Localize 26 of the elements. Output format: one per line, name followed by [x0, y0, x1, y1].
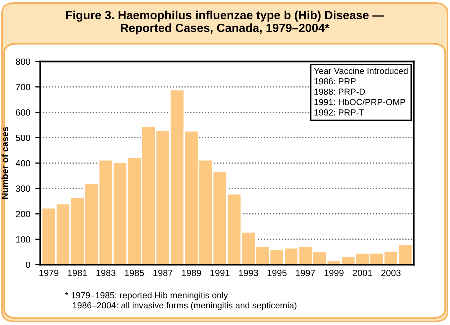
x-tick-label: 1989 [182, 270, 202, 276]
text: * 1979–1985: reported Hib meningitis only 1986–2004: all invasive forms (meningitis and septicemia) [65, 292, 297, 310]
x-tick-label: 1993 [239, 270, 258, 276]
y-tick-label: 800 [16, 58, 30, 66]
x-tick-label: 2003 [382, 270, 401, 276]
y-tick-label: 0 [26, 262, 30, 268]
x-tick-label: 1999 [324, 270, 344, 276]
x-tick-label: 1987 [154, 270, 173, 276]
x-tick-label: 1981 [68, 270, 88, 276]
x-tick-label: 1979 [40, 270, 59, 276]
x-tick-label: 1983 [96, 270, 116, 276]
y-tick-label: 100 [16, 236, 30, 243]
x-tick-label: 1985 [125, 270, 144, 276]
annotation: Year Vaccine Introduced 1986: PRP 1988: PRP-D 1991: HbOC/PRP-OMP 1992: PRP-T [314, 68, 408, 116]
y-tick-label: 400 [16, 160, 30, 167]
y-tick-label: 500 [16, 134, 30, 142]
y-tick-label: 600 [16, 110, 30, 116]
chart-title: Figure 3. Haemophilus influenzae type b (Hib) Disease — Reported Cases, Canada, 1979–2004* [66, 10, 384, 35]
y-tick-label: 200 [16, 211, 30, 218]
y-tick-label: 700 [16, 84, 30, 90]
x-tick-label: 1997 [296, 270, 316, 276]
y-axis-title: Number of cases [2, 127, 8, 200]
y-tick-label: 300 [16, 186, 30, 192]
x-tick-label: 1995 [268, 270, 287, 276]
x-tick-label: 2001 [353, 270, 372, 276]
x-tick-label: 1991 [210, 270, 230, 276]
